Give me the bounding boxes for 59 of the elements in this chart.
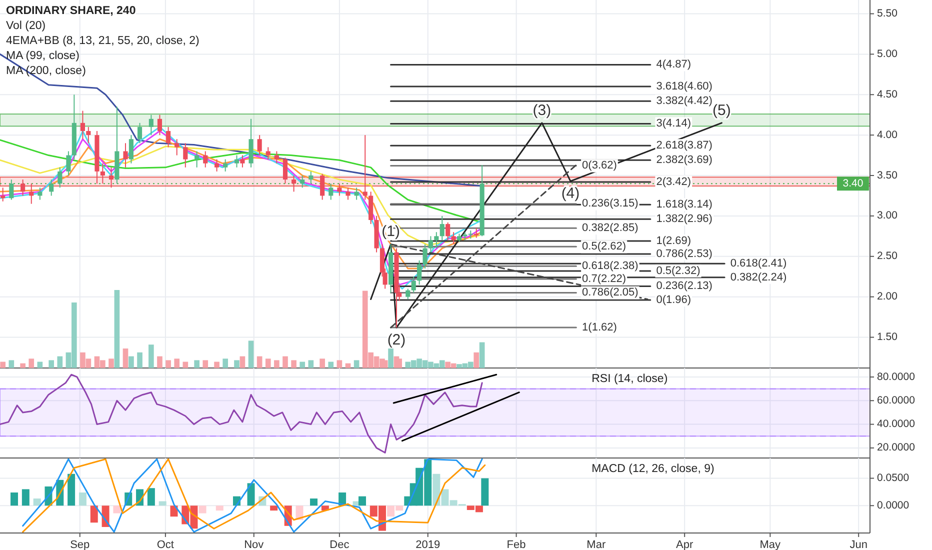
annotation: 0.236(2.13) <box>656 280 712 292</box>
annotation: 0.786(2.53) <box>656 248 712 260</box>
annotation: 0.236(3.15) <box>582 198 638 210</box>
y-tick-label: 3.50 <box>877 169 898 182</box>
chart-title: MACD (12, 26, close, 9) <box>592 463 714 475</box>
y-tick-label: 5.50 <box>877 8 898 20</box>
y-tick-label: 60.0000 <box>877 394 916 406</box>
chart-title: RSI (14, close) <box>592 373 668 385</box>
y-tick-label: 40.0000 <box>877 418 916 430</box>
x-tick-label: May <box>760 538 782 550</box>
annotation: 3(4.14) <box>656 118 692 130</box>
x-tick-label: Sep <box>70 538 90 550</box>
annotation: 0.382(2.24) <box>730 271 787 284</box>
x-tick-label: Jun <box>850 538 868 550</box>
x-tick-label: Oct <box>156 538 174 550</box>
y-tick-label: 80.0000 <box>877 370 916 383</box>
x-tick-label: Dec <box>330 538 350 550</box>
annotation: 3.618(4.60) <box>656 80 712 92</box>
annotation: 4EMA+BB (8, 13, 21, 55, 20, close, 2) <box>6 35 200 47</box>
annotation: 0.5(2.32) <box>656 264 700 277</box>
x-tick-label: Apr <box>676 538 694 550</box>
annotation: (4) <box>561 185 580 202</box>
annotation: 0.382(2.85) <box>582 222 638 234</box>
annotation: 0(3.62) <box>582 160 617 172</box>
annotation: MA (99, close) <box>6 50 80 62</box>
annotation: 1(2.69) <box>656 234 692 247</box>
y-tick-label: 4.50 <box>877 88 898 100</box>
annotation: 0.618(2.41) <box>730 258 787 270</box>
y-tick-label: 2.00 <box>877 290 898 303</box>
y-tick-label: 1.50 <box>877 331 898 344</box>
annotation: 0(1.96) <box>656 294 692 306</box>
annotation: 3.382(4.42) <box>656 95 712 108</box>
annotation: 2.382(3.69) <box>656 154 712 166</box>
x-tick-label: Nov <box>244 538 264 550</box>
annotation: 0.786(2.05) <box>582 286 638 299</box>
annotation: (2) <box>387 332 406 349</box>
annotation: 1.382(2.96) <box>656 213 712 226</box>
y-tick-label: 0.0500 <box>877 472 910 484</box>
x-tick-label: Feb <box>506 538 526 550</box>
y-tick-label: 20.0000 <box>877 442 916 454</box>
x-tick-label: 2019 <box>416 538 440 550</box>
ref-line-label: 3.40 <box>842 177 864 190</box>
annotation: 4(4.87) <box>656 58 692 71</box>
y-tick-label: 0.0000 <box>877 499 910 512</box>
annotation: MA (200, close) <box>6 65 86 77</box>
annotation: 0.7(2.22) <box>582 272 626 285</box>
chart-title: ORDINARY SHARE, 240 <box>6 5 136 17</box>
y-tick-label: 4.00 <box>877 128 898 141</box>
annotation: 2(3.42) <box>656 176 692 188</box>
y-tick-label: 5.00 <box>877 48 898 60</box>
annotation: Vol (20) <box>6 20 46 32</box>
annotation: 1.618(3.14) <box>656 198 712 211</box>
y-tick-label: 3.00 <box>877 210 898 222</box>
y-tick-label: 2.50 <box>877 250 898 262</box>
x-tick-label: Mar <box>586 538 606 550</box>
annotation: 2.618(3.87) <box>656 139 712 152</box>
annotation: 0.618(2.38) <box>582 260 638 272</box>
annotation: 1(1.62) <box>582 321 617 334</box>
annotation: 0.5(2.62) <box>582 240 626 253</box>
